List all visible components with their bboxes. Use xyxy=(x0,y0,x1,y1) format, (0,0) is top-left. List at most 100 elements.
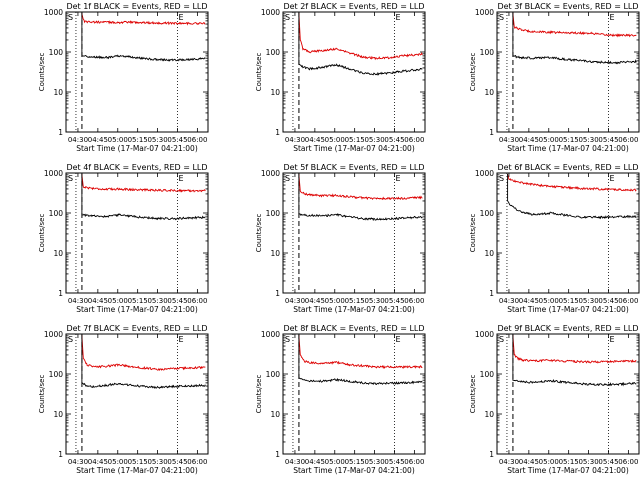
x-tick-label: 04:30 xyxy=(285,297,305,305)
y-axis-label: Counts/sec xyxy=(469,53,477,92)
x-tick-label: 05:00 xyxy=(325,136,345,144)
y-axis-label: Counts/sec xyxy=(469,214,477,253)
plot-frame xyxy=(496,172,640,294)
series-lld xyxy=(512,335,637,364)
y-tick-label: 100 xyxy=(49,48,64,57)
y-tick-label: 1000 xyxy=(44,8,63,17)
y-tick-label: 1000 xyxy=(261,169,280,178)
x-tick-label: 05:30 xyxy=(147,297,167,305)
y-tick-label: 100 xyxy=(49,209,64,218)
x-axis-label: Start Time (17-Mar-07 04:21:00) xyxy=(293,305,415,314)
x-tick-label: 05:15 xyxy=(345,297,365,305)
x-tick-label: 05:45 xyxy=(384,297,404,305)
plot-frame xyxy=(65,11,209,133)
x-tick-label: 04:45 xyxy=(88,136,108,144)
y-tick-label: 1000 xyxy=(44,169,63,178)
x-tick-label: 05:00 xyxy=(539,136,559,144)
start-marker: S xyxy=(285,174,290,183)
panel-3: Det 3f BLACK = Events, RED = LLD 1 10 100 10… xyxy=(469,2,640,153)
x-tick-label: 06:00 xyxy=(187,297,207,305)
x-tick-label: 06:00 xyxy=(404,458,424,466)
y-tick-label: 100 xyxy=(266,209,281,218)
x-tick-label: 04:45 xyxy=(305,136,325,144)
y-tick-label: 1 xyxy=(58,128,63,137)
y-tick-label: 10 xyxy=(53,88,63,97)
x-tick-label: 04:30 xyxy=(499,136,519,144)
series-lld xyxy=(507,174,637,192)
series-events xyxy=(298,335,423,386)
x-tick-label: 04:45 xyxy=(305,458,325,466)
end-marker: E xyxy=(395,335,400,344)
end-marker: E xyxy=(395,174,400,183)
y-tick-label: 1 xyxy=(489,450,494,459)
y-tick-label: 1 xyxy=(275,128,280,137)
panel-title: Det 4f BLACK = Events, RED = LLD xyxy=(66,163,207,172)
end-marker: E xyxy=(609,174,614,183)
y-tick-label: 1 xyxy=(58,450,63,459)
series-events xyxy=(81,174,206,221)
y-tick-label: 1000 xyxy=(475,8,494,17)
series-events xyxy=(512,13,637,65)
end-marker: E xyxy=(395,13,400,22)
series-lld xyxy=(298,174,423,201)
panel-title: Det 8f BLACK = Events, RED = LLD xyxy=(283,324,424,333)
x-tick-label: 06:00 xyxy=(404,136,424,144)
y-axis-label: Counts/sec xyxy=(38,375,46,414)
y-tick-label: 100 xyxy=(266,370,281,379)
panel-title: Det 6f BLACK = Events, RED = LLD xyxy=(497,163,638,172)
y-tick-label: 10 xyxy=(270,249,280,258)
start-marker: S xyxy=(285,335,290,344)
series-lld xyxy=(512,13,637,38)
series-events xyxy=(512,335,637,387)
x-tick-label: 05:00 xyxy=(108,458,128,466)
panel-5: Det 5f BLACK = Events, RED = LLD 1 10 100 10… xyxy=(255,163,426,314)
y-tick-label: 1000 xyxy=(475,169,494,178)
y-tick-label: 10 xyxy=(484,249,494,258)
x-tick-label: 04:30 xyxy=(285,458,305,466)
y-tick-label: 10 xyxy=(53,249,63,258)
x-tick-label: 04:45 xyxy=(305,297,325,305)
x-axis-label: Start Time (17-Mar-07 04:21:00) xyxy=(76,466,198,475)
x-tick-label: 05:00 xyxy=(108,136,128,144)
x-tick-label: 04:45 xyxy=(519,136,539,144)
x-tick-label: 04:30 xyxy=(68,458,88,466)
y-axis-label: Counts/sec xyxy=(255,214,263,253)
panel-title: Det 3f BLACK = Events, RED = LLD xyxy=(497,2,638,11)
series-lld xyxy=(298,335,423,369)
y-axis-label: Counts/sec xyxy=(255,375,263,414)
x-tick-label: 05:45 xyxy=(167,136,187,144)
panel-6: Det 6f BLACK = Events, RED = LLD 1 10 100 10… xyxy=(469,163,640,314)
plot-frame xyxy=(282,333,426,455)
start-marker: S xyxy=(499,174,504,183)
x-tick-label: 06:00 xyxy=(618,458,638,466)
x-axis-label: Start Time (17-Mar-07 04:21:00) xyxy=(293,466,415,475)
series-events xyxy=(298,13,423,76)
x-tick-label: 05:15 xyxy=(345,458,365,466)
x-tick-label: 05:30 xyxy=(364,297,384,305)
x-tick-label: 05:45 xyxy=(598,458,618,466)
y-tick-label: 10 xyxy=(484,88,494,97)
plot-frame xyxy=(65,172,209,294)
y-axis-label: Counts/sec xyxy=(255,53,263,92)
y-tick-label: 100 xyxy=(480,209,495,218)
x-axis-label: Start Time (17-Mar-07 04:21:00) xyxy=(76,305,198,314)
start-marker: S xyxy=(68,335,73,344)
panel-title: Det 5f BLACK = Events, RED = LLD xyxy=(283,163,424,172)
y-tick-label: 1000 xyxy=(261,330,280,339)
x-tick-label: 06:00 xyxy=(187,136,207,144)
panel-7: Det 7f BLACK = Events, RED = LLD 1 10 100 10… xyxy=(38,324,209,475)
series-lld xyxy=(81,13,206,26)
end-marker: E xyxy=(178,13,183,22)
x-axis-label: Start Time (17-Mar-07 04:21:00) xyxy=(76,144,198,153)
plot-frame xyxy=(65,333,209,455)
x-tick-label: 05:15 xyxy=(345,136,365,144)
panel-title: Det 1f BLACK = Events, RED = LLD xyxy=(66,2,207,11)
x-tick-label: 04:45 xyxy=(519,297,539,305)
x-tick-label: 05:15 xyxy=(128,297,148,305)
series-events xyxy=(81,335,206,389)
x-tick-label: 05:15 xyxy=(128,458,148,466)
y-tick-label: 100 xyxy=(480,48,495,57)
start-marker: S xyxy=(68,13,73,22)
y-tick-label: 10 xyxy=(53,410,63,419)
